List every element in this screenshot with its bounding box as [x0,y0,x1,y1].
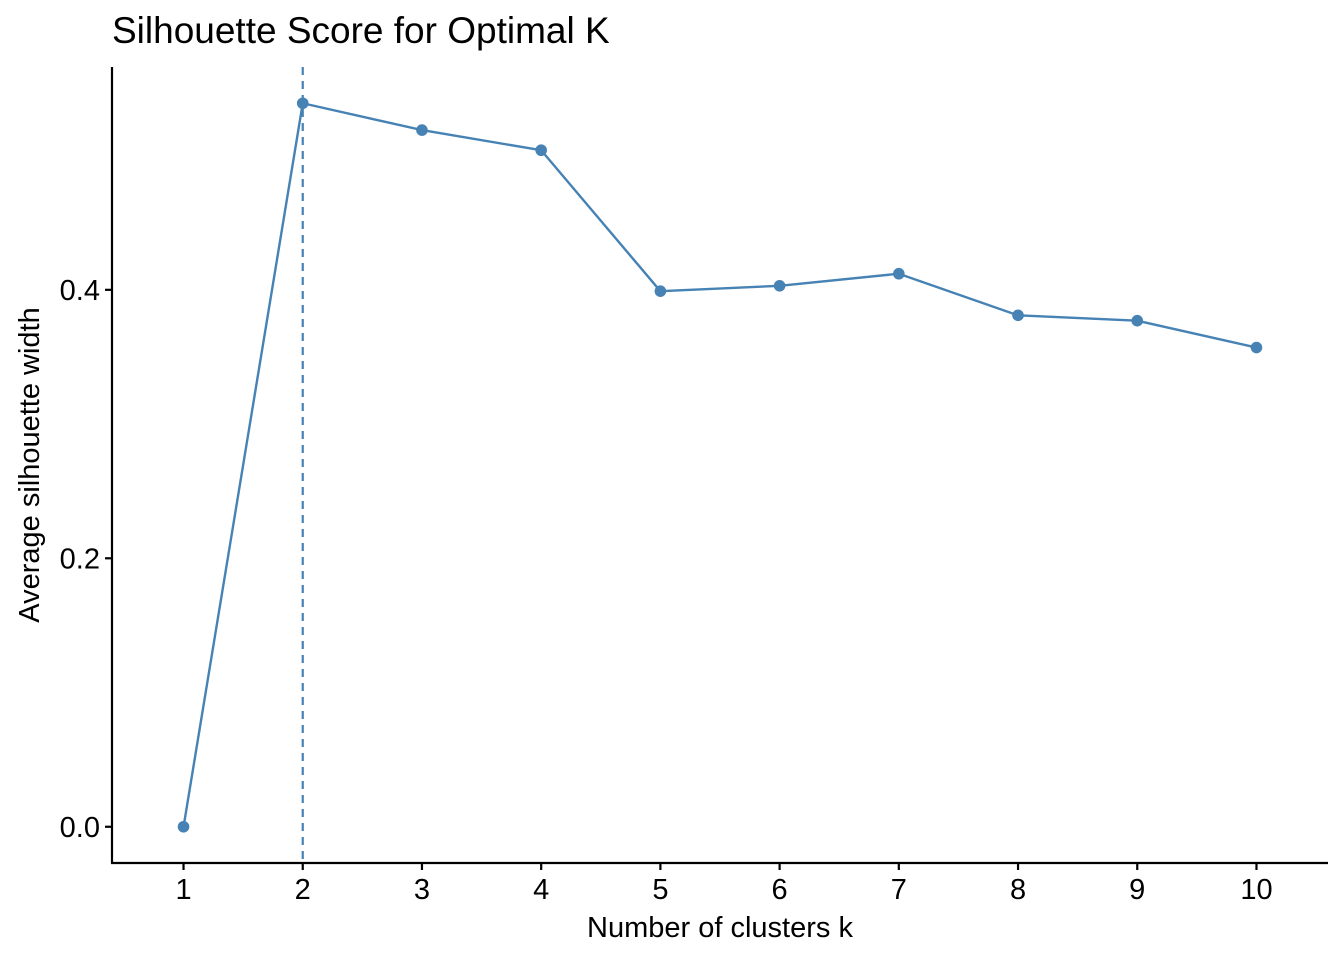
x-axis-ticks: 1 2 3 4 5 6 7 8 9 10 [175,863,1273,906]
y-axis-ticks: 0.0 0.2 0.4 [60,275,112,844]
data-point [1250,341,1263,354]
y-tick-label: 0.0 [60,812,100,844]
data-point [1131,314,1144,327]
data-point [296,97,309,110]
chart-title: Silhouette Score for Optimal K [112,10,610,51]
x-tick-label: 7 [891,874,907,906]
y-axis-title: Average silhouette width [14,307,46,622]
data-point [535,144,547,157]
x-tick-label: 1 [175,874,191,906]
x-tick-label: 9 [1129,874,1145,906]
x-tick-label: 2 [295,874,311,906]
x-tick-label: 3 [414,874,430,906]
y-tick-label: 0.2 [60,543,100,575]
data-point [773,279,786,292]
x-tick-label: 6 [772,874,788,906]
data-point [416,124,428,136]
series-line [182,102,1257,827]
x-tick-label: 4 [533,874,549,906]
data-point [654,285,667,297]
x-tick-label: 8 [1010,874,1026,906]
x-tick-label: 5 [652,874,668,906]
data-point [177,820,190,833]
data-point [893,267,905,280]
x-tick-label: 10 [1240,874,1272,906]
x-axis-title: Number of clusters k [587,912,853,944]
data-point [1012,309,1024,322]
plot-area [177,67,1263,863]
y-tick-label: 0.4 [60,275,100,307]
